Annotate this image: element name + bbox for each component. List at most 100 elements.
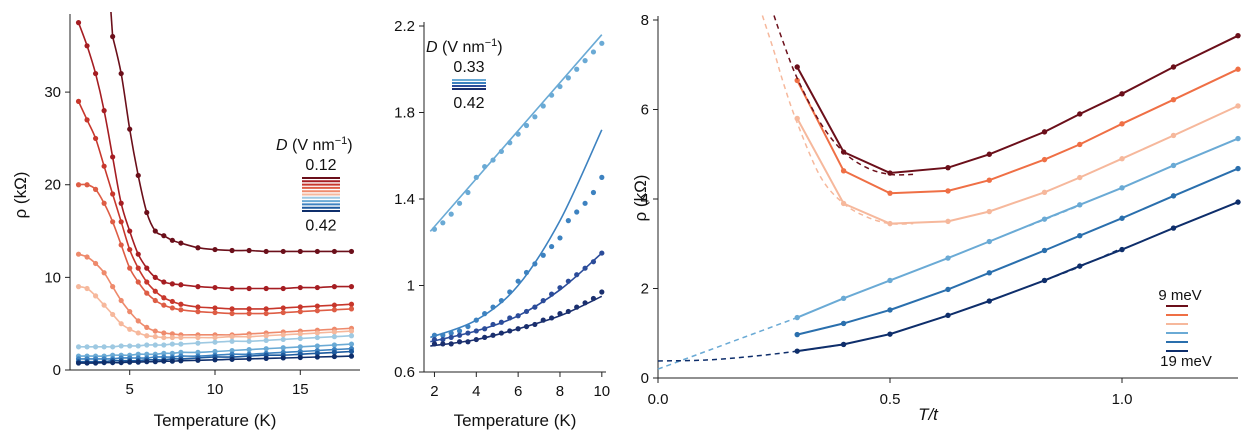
data-point (348, 341, 355, 347)
data-point (465, 323, 471, 330)
panel-middle: 2 4 6 8 10 0.6 1 1.4 1.8 2.2 Temperature (K) D (V n… (394, 18, 610, 430)
dashed-extrapolation (761, 15, 914, 225)
data-point (1077, 232, 1083, 239)
data-point (263, 355, 269, 362)
data-point (84, 360, 90, 366)
data-point (465, 189, 471, 196)
data-point (590, 295, 597, 302)
series-line-top (110, 11, 114, 37)
y-axis-label: ρ (kΩ) (11, 172, 30, 219)
data-point (331, 307, 338, 313)
data-point (135, 330, 141, 336)
data-point (507, 140, 513, 146)
data-point (178, 301, 184, 307)
data-point (565, 218, 571, 224)
data-point (195, 309, 201, 315)
data-point (127, 343, 133, 349)
data-point (523, 122, 530, 129)
data-point (110, 344, 116, 350)
data-point (152, 297, 158, 304)
data-point (263, 310, 269, 317)
x-tick-label: 10 (593, 383, 610, 400)
series-line-s2 (796, 68, 1239, 195)
dashed-extrapolation (773, 15, 914, 176)
data-point (297, 335, 303, 342)
data-point (1170, 64, 1177, 70)
y-tick-label: 20 (44, 177, 61, 194)
y-tick-label: 2 (641, 281, 649, 298)
data-point (144, 324, 150, 330)
series-line-s3 (796, 104, 1239, 225)
data-point (246, 356, 252, 362)
data-point (127, 326, 133, 332)
legend-top-label: 0.12 (305, 157, 336, 174)
data-point (490, 157, 496, 163)
data-point (212, 309, 218, 316)
data-point (840, 320, 847, 327)
data-point (840, 295, 847, 302)
data-point (75, 284, 82, 290)
data-point (280, 305, 286, 311)
data-point (161, 358, 167, 364)
data-point (92, 293, 99, 299)
data-point (110, 154, 116, 160)
data-point (1041, 156, 1048, 163)
data-point (565, 308, 571, 315)
data-point (246, 310, 252, 317)
data-point (1170, 162, 1177, 169)
data-point (178, 341, 184, 347)
data-point (1235, 66, 1241, 72)
data-point (263, 248, 269, 255)
data-point (229, 247, 235, 254)
x-tick-label: 8 (556, 383, 564, 400)
data-point (515, 313, 521, 319)
data-point (482, 334, 488, 340)
data-point (490, 304, 496, 310)
data-point (574, 304, 580, 310)
data-point (507, 328, 513, 334)
data-point (169, 298, 175, 305)
data-point (490, 321, 496, 328)
data-point (246, 285, 252, 292)
data-point (280, 309, 286, 316)
data-point (1235, 103, 1241, 109)
data-point (590, 49, 597, 55)
data-point (1170, 225, 1177, 231)
data-point (887, 190, 893, 196)
data-point (331, 334, 338, 340)
data-point (161, 233, 167, 239)
data-point (348, 333, 355, 339)
data-point (515, 131, 521, 137)
data-point (135, 265, 141, 271)
x-tick-label: 1.0 (1112, 391, 1133, 408)
data-point (229, 334, 235, 340)
data-point (348, 248, 355, 255)
data-point (1041, 129, 1048, 135)
data-point (127, 359, 133, 365)
data-point (473, 328, 479, 334)
data-point (101, 163, 107, 169)
data-point (565, 75, 571, 81)
data-point (887, 331, 893, 337)
legend-bottom-label: 19 meV (1160, 353, 1212, 370)
data-point (92, 186, 99, 192)
data-point (532, 114, 538, 120)
data-point (135, 359, 141, 365)
data-point (331, 353, 338, 360)
data-point (331, 342, 338, 348)
data-point (118, 359, 124, 366)
data-point (507, 315, 513, 321)
data-point (348, 306, 355, 312)
data-point (557, 235, 563, 241)
data-point (263, 285, 269, 292)
x-tick-label: 10 (207, 381, 224, 398)
data-point (161, 334, 167, 341)
data-point (331, 329, 338, 335)
data-point (1077, 111, 1083, 117)
data-point (169, 334, 175, 341)
data-point (582, 200, 588, 206)
y-tick-label: 2.2 (394, 18, 415, 35)
data-point (110, 33, 116, 40)
y-tick-label: 10 (44, 269, 61, 286)
data-point (110, 359, 116, 366)
